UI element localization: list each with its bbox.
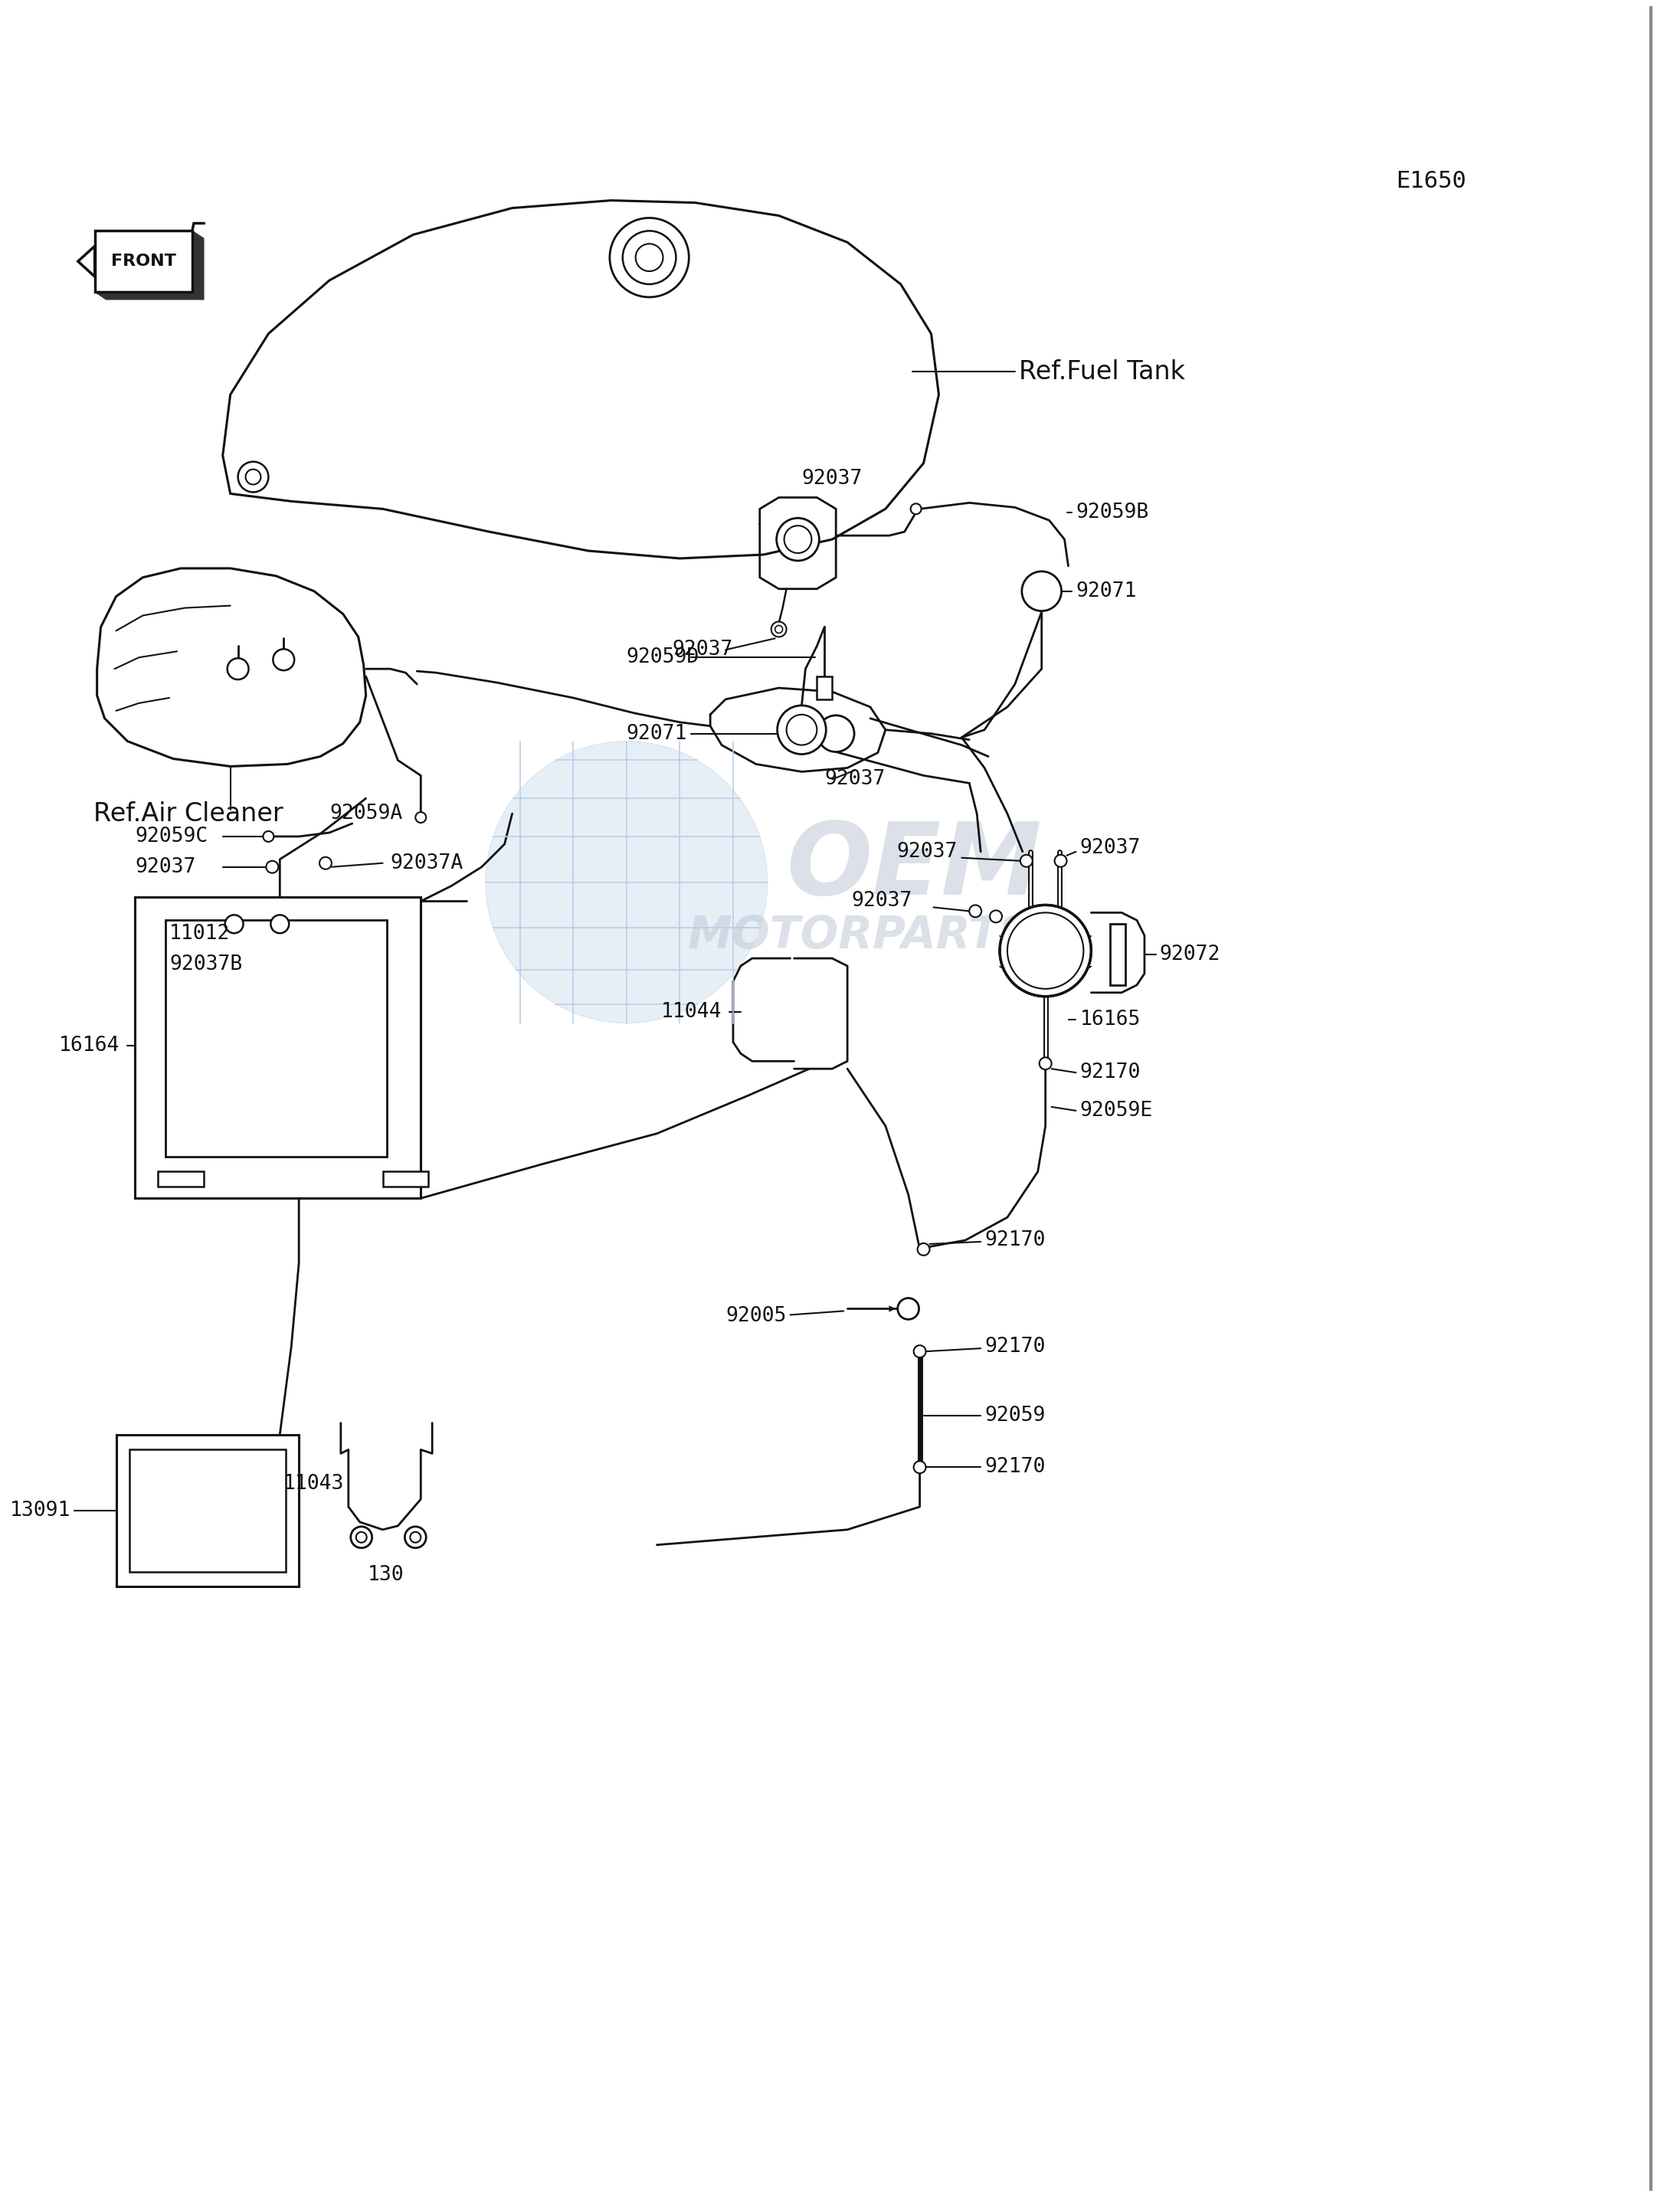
Circle shape xyxy=(1020,855,1033,868)
Circle shape xyxy=(265,861,279,872)
Text: Ref.Air Cleaner: Ref.Air Cleaner xyxy=(92,802,282,826)
Circle shape xyxy=(264,830,274,841)
Polygon shape xyxy=(94,292,203,299)
Circle shape xyxy=(990,910,1001,923)
Circle shape xyxy=(319,857,331,870)
Text: 92037: 92037 xyxy=(672,639,732,659)
Circle shape xyxy=(776,518,820,560)
Circle shape xyxy=(1055,855,1067,868)
Text: 16164: 16164 xyxy=(59,1037,119,1057)
Circle shape xyxy=(969,905,981,916)
Text: 130: 130 xyxy=(368,1566,403,1586)
Circle shape xyxy=(225,914,244,934)
Circle shape xyxy=(227,659,249,679)
Text: 11012: 11012 xyxy=(170,925,230,945)
Text: 92059: 92059 xyxy=(984,1406,1045,1426)
Bar xyxy=(116,1435,299,1586)
Circle shape xyxy=(917,1244,929,1254)
Circle shape xyxy=(245,470,260,486)
Circle shape xyxy=(415,813,427,822)
Text: 92037: 92037 xyxy=(801,468,862,488)
Circle shape xyxy=(771,622,786,637)
Text: Ref.Fuel Tank: Ref.Fuel Tank xyxy=(1018,358,1184,384)
Circle shape xyxy=(818,716,853,751)
Text: 92037: 92037 xyxy=(897,841,958,861)
Circle shape xyxy=(270,914,289,934)
Text: 92037A: 92037A xyxy=(390,852,464,872)
Polygon shape xyxy=(97,569,366,767)
Circle shape xyxy=(1000,905,1090,997)
Text: 92059C: 92059C xyxy=(134,826,208,846)
Polygon shape xyxy=(223,200,939,558)
Circle shape xyxy=(410,1531,420,1542)
Circle shape xyxy=(785,525,811,554)
Circle shape xyxy=(1040,1057,1052,1070)
Circle shape xyxy=(623,231,675,283)
Text: 92037: 92037 xyxy=(825,769,885,789)
Circle shape xyxy=(914,1345,926,1358)
Text: 92072: 92072 xyxy=(1159,945,1220,964)
Text: 92170: 92170 xyxy=(984,1457,1045,1476)
Circle shape xyxy=(351,1527,371,1549)
Circle shape xyxy=(610,218,689,297)
Text: 92037: 92037 xyxy=(1080,837,1141,857)
Text: 92170: 92170 xyxy=(1080,1063,1141,1083)
Text: 92059D: 92059D xyxy=(627,648,699,668)
Circle shape xyxy=(486,740,768,1024)
Circle shape xyxy=(897,1298,919,1320)
Text: 92071: 92071 xyxy=(627,723,687,743)
Polygon shape xyxy=(77,246,94,277)
Bar xyxy=(383,1171,428,1186)
Circle shape xyxy=(1008,912,1084,989)
Text: 92059A: 92059A xyxy=(329,804,402,824)
Text: 92037: 92037 xyxy=(852,892,912,912)
Circle shape xyxy=(914,1461,926,1474)
Polygon shape xyxy=(94,231,192,292)
Text: 16165: 16165 xyxy=(1080,1008,1141,1028)
Text: 92059B: 92059B xyxy=(1075,503,1149,523)
Bar xyxy=(129,1450,286,1571)
Text: E1650: E1650 xyxy=(1396,169,1467,193)
Text: 92170: 92170 xyxy=(984,1230,1045,1250)
Text: 92071: 92071 xyxy=(1075,582,1137,602)
Text: MOTORPARTS: MOTORPARTS xyxy=(687,914,1032,958)
Text: 92037B: 92037B xyxy=(170,953,242,975)
Polygon shape xyxy=(192,231,203,299)
Circle shape xyxy=(405,1527,427,1549)
Circle shape xyxy=(911,503,921,514)
Circle shape xyxy=(356,1531,366,1542)
Bar xyxy=(134,896,420,1197)
Circle shape xyxy=(239,461,269,492)
Text: 11043: 11043 xyxy=(284,1474,344,1494)
Text: 92037: 92037 xyxy=(134,857,197,877)
Text: OEM: OEM xyxy=(786,817,1042,916)
Text: 13091: 13091 xyxy=(10,1501,71,1520)
Text: 92059E: 92059E xyxy=(1080,1101,1152,1120)
Circle shape xyxy=(635,244,664,270)
Bar xyxy=(158,1171,203,1186)
Circle shape xyxy=(786,714,816,745)
Text: 11044: 11044 xyxy=(660,1002,721,1022)
Circle shape xyxy=(272,648,294,670)
Bar xyxy=(816,677,832,699)
Circle shape xyxy=(778,705,827,754)
Text: FRONT: FRONT xyxy=(111,253,176,268)
Bar xyxy=(1110,925,1126,984)
Circle shape xyxy=(1021,571,1062,611)
Circle shape xyxy=(774,626,783,633)
Text: 92005: 92005 xyxy=(726,1307,786,1327)
Bar xyxy=(166,921,386,1156)
Text: 92170: 92170 xyxy=(984,1336,1045,1358)
